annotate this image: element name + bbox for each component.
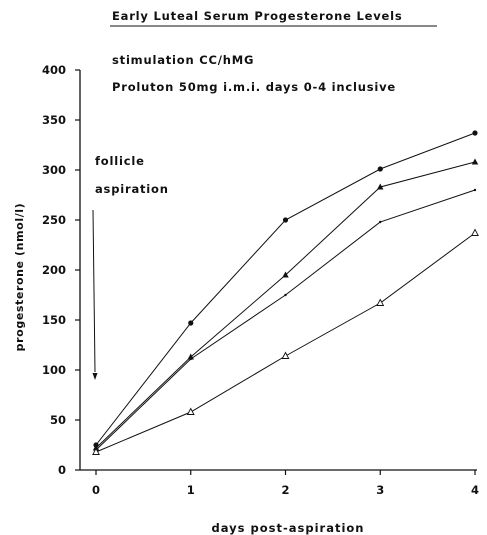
data-point-open-triangle <box>471 228 479 236</box>
y-tick-label: 100 <box>42 363 66 377</box>
y-tick-label: 350 <box>42 113 66 127</box>
data-point-tick <box>189 357 192 361</box>
data-point-tick <box>284 293 287 297</box>
series-line-4 <box>95 232 476 453</box>
x-tick-label: 3 <box>376 483 384 497</box>
data-point-circle <box>188 320 194 326</box>
x-tick-label: 0 <box>92 483 100 497</box>
y-tick-label: 250 <box>42 213 66 227</box>
series-line-1 <box>95 132 476 446</box>
x-tick-label: 1 <box>187 483 195 497</box>
data-point-circle <box>282 217 289 223</box>
x-axis-label: days post-aspiration <box>212 521 365 535</box>
y-tick-label: 150 <box>42 313 66 327</box>
data-point-filled-triangle <box>471 158 479 165</box>
data-point-filled-triangle <box>377 183 384 190</box>
series-line-3 <box>95 189 476 451</box>
chart-title: Early Luteal Serum Progesterone Levels <box>112 9 403 23</box>
annotation-aspiration: aspiration <box>95 182 169 196</box>
series-line-2 <box>95 161 476 449</box>
data-point-circle <box>472 130 478 136</box>
x-tick-label: 4 <box>471 483 479 497</box>
subtitle-proluton: Proluton 50mg i.m.i. days 0-4 inclusive <box>112 80 396 94</box>
annotation-arrow-line <box>92 209 96 373</box>
y-tick-label: 300 <box>42 163 66 177</box>
data-point-open-triangle <box>186 407 195 415</box>
data-point-open-triangle <box>281 351 290 359</box>
data-point-open-triangle <box>92 447 100 455</box>
x-tick-label: 2 <box>281 483 289 497</box>
data-point-filled-triangle <box>282 271 289 278</box>
annotation-follicle: follicle <box>95 154 145 168</box>
data-point-open-triangle <box>376 298 385 306</box>
y-axis-label: progesterone (nmol/l) <box>13 203 26 352</box>
data-point-tick <box>473 188 477 192</box>
y-tick-label: 50 <box>50 413 66 427</box>
y-tick-label: 200 <box>42 263 66 277</box>
y-tick-label: 0 <box>58 463 66 477</box>
data-point-tick <box>379 220 382 224</box>
annotation-arrow-head <box>92 373 98 380</box>
subtitle-stimulation: stimulation CC/hMG <box>112 53 254 67</box>
y-tick-label: 400 <box>42 63 66 77</box>
data-point-circle <box>377 166 383 172</box>
